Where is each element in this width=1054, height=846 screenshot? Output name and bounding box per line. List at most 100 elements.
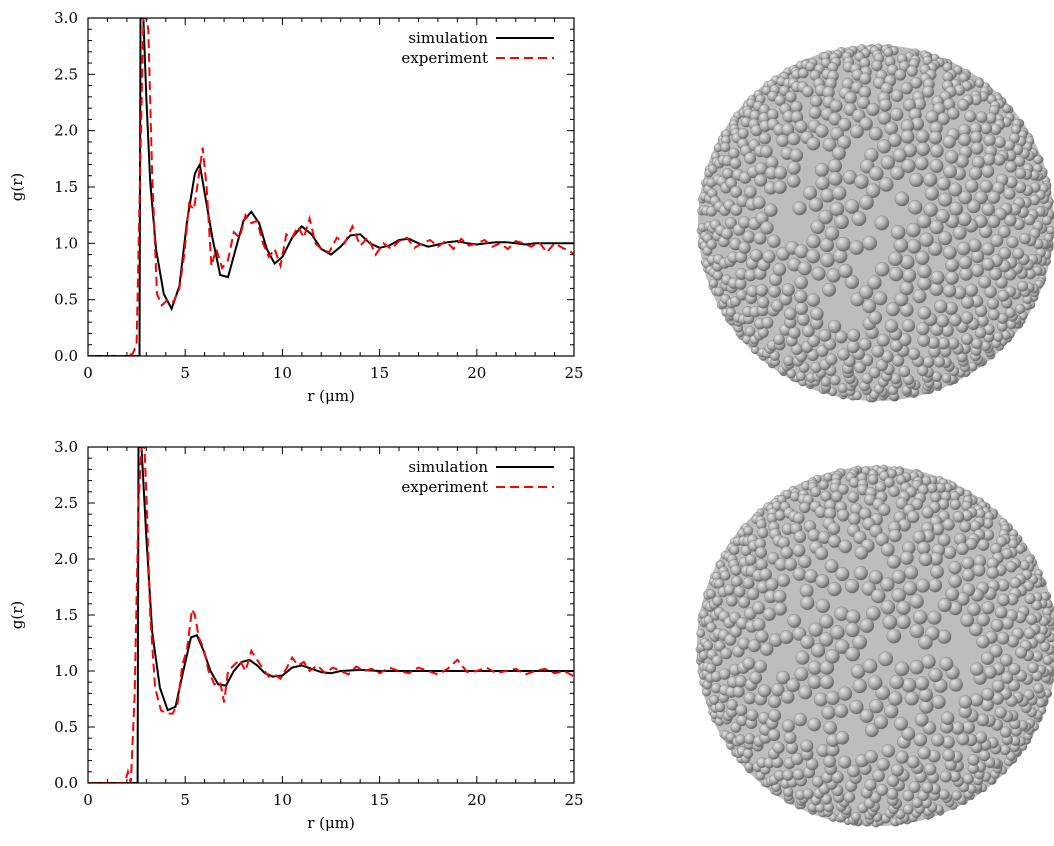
particle bbox=[1006, 751, 1016, 761]
particle bbox=[744, 152, 757, 165]
particle bbox=[743, 525, 754, 536]
particle bbox=[862, 299, 877, 314]
particle bbox=[923, 172, 938, 187]
particle bbox=[818, 328, 832, 342]
particle bbox=[847, 340, 860, 354]
particle bbox=[935, 482, 946, 493]
particle bbox=[822, 282, 837, 297]
particle bbox=[1031, 600, 1042, 611]
particle bbox=[949, 201, 963, 216]
particle bbox=[834, 703, 849, 718]
particle bbox=[944, 150, 959, 164]
particle bbox=[859, 72, 872, 85]
particle bbox=[990, 234, 1004, 248]
x-tick-label: 0 bbox=[83, 791, 93, 809]
particle bbox=[854, 174, 869, 189]
particle bbox=[742, 748, 754, 759]
particle bbox=[706, 239, 717, 250]
y-axis-label: g(r) bbox=[8, 601, 26, 629]
particle bbox=[850, 124, 864, 139]
particle bbox=[836, 236, 851, 252]
particle bbox=[729, 625, 742, 638]
particle bbox=[1005, 160, 1017, 173]
particle bbox=[744, 554, 757, 566]
particle bbox=[970, 662, 984, 676]
x-tick-label: 10 bbox=[273, 364, 292, 382]
particle bbox=[937, 598, 952, 613]
particle bbox=[753, 659, 768, 674]
particle bbox=[859, 285, 874, 300]
particle bbox=[814, 162, 829, 177]
particle bbox=[1007, 679, 1020, 692]
y-tick-label: 0.0 bbox=[54, 774, 78, 792]
particle bbox=[972, 563, 986, 577]
particle bbox=[759, 568, 772, 581]
particle bbox=[967, 602, 981, 617]
particle bbox=[847, 512, 861, 526]
particle bbox=[1014, 181, 1027, 194]
y-tick-label: 1.0 bbox=[54, 234, 78, 252]
particle bbox=[906, 65, 918, 77]
particle bbox=[969, 622, 983, 637]
particle bbox=[755, 546, 768, 559]
particle bbox=[948, 574, 962, 588]
particle bbox=[928, 130, 943, 145]
particle bbox=[752, 196, 766, 210]
particle bbox=[891, 588, 906, 603]
particle bbox=[776, 134, 789, 147]
particle bbox=[758, 132, 771, 145]
particle bbox=[745, 326, 756, 337]
particle bbox=[986, 297, 1000, 310]
particle bbox=[1002, 104, 1012, 114]
particle bbox=[852, 678, 868, 694]
particle bbox=[746, 587, 760, 601]
particle bbox=[960, 613, 975, 628]
particle bbox=[909, 659, 924, 675]
particle bbox=[994, 136, 1006, 149]
particle bbox=[773, 589, 787, 604]
particle bbox=[885, 302, 900, 317]
particle bbox=[945, 271, 959, 285]
particle bbox=[956, 241, 971, 256]
particle bbox=[793, 712, 808, 727]
particle bbox=[781, 719, 795, 733]
particle bbox=[798, 685, 813, 700]
particle bbox=[970, 263, 985, 278]
particle bbox=[819, 674, 834, 690]
particle bbox=[786, 174, 801, 188]
particle bbox=[948, 561, 962, 575]
particle bbox=[818, 632, 834, 647]
particle bbox=[806, 234, 821, 249]
particle bbox=[815, 574, 830, 589]
particle bbox=[910, 76, 923, 89]
particle bbox=[917, 746, 931, 760]
particle bbox=[755, 284, 769, 297]
particle bbox=[799, 583, 814, 598]
particle bbox=[802, 324, 815, 338]
particle-cluster-image-top bbox=[696, 43, 1054, 403]
y-tick-label: 2.0 bbox=[54, 122, 78, 140]
particle bbox=[767, 728, 781, 742]
particle bbox=[728, 147, 740, 159]
particle bbox=[882, 614, 898, 630]
particle bbox=[757, 527, 769, 539]
particle bbox=[722, 168, 734, 180]
particle bbox=[768, 709, 782, 723]
particle bbox=[906, 222, 921, 238]
particle bbox=[921, 506, 934, 519]
particle bbox=[828, 171, 843, 186]
particle bbox=[987, 190, 1001, 204]
particle bbox=[1010, 124, 1022, 135]
particle bbox=[762, 250, 776, 264]
particle bbox=[980, 651, 995, 665]
particle bbox=[913, 732, 928, 747]
particle bbox=[958, 255, 973, 270]
particle bbox=[781, 690, 795, 704]
particle bbox=[968, 166, 983, 180]
particle bbox=[945, 587, 960, 602]
particle bbox=[779, 630, 794, 644]
particle bbox=[1015, 646, 1028, 659]
particle bbox=[890, 165, 905, 181]
particle bbox=[829, 201, 845, 217]
particle bbox=[945, 258, 960, 273]
